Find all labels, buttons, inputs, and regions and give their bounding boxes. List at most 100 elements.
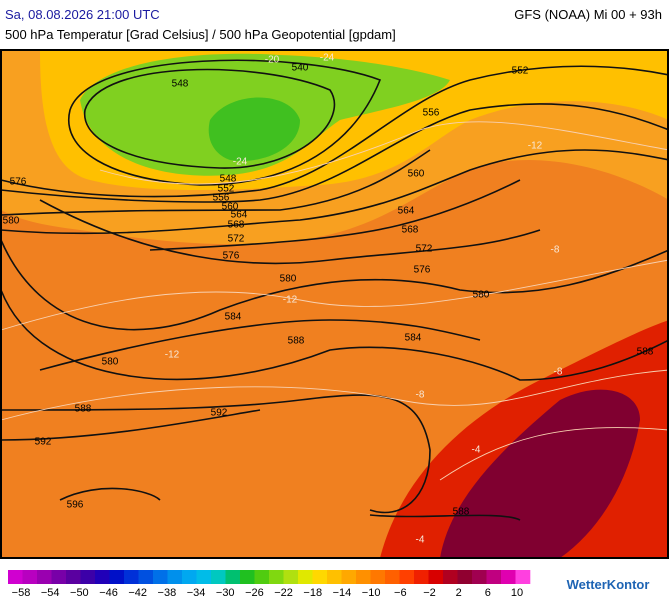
temperature-isotherms bbox=[0, 121, 669, 481]
legend-swatch bbox=[109, 570, 125, 584]
contour-label: 584 bbox=[225, 312, 242, 323]
contour-label: 556 bbox=[213, 193, 230, 204]
contour-label: 596 bbox=[67, 500, 84, 511]
contour-label: 588 bbox=[75, 404, 92, 415]
legend-label: −54 bbox=[41, 587, 60, 599]
legend-swatch bbox=[298, 570, 313, 584]
temperature-label: -12 bbox=[283, 295, 298, 306]
legend-label: −14 bbox=[333, 587, 352, 599]
contour-label: 564 bbox=[398, 206, 415, 217]
legend-swatch bbox=[37, 570, 52, 584]
map-frame bbox=[0, 49, 669, 559]
legend-label: −42 bbox=[128, 587, 147, 599]
temperature-label: -4 bbox=[416, 535, 425, 546]
contour-label: 592 bbox=[35, 437, 52, 448]
legend-swatch bbox=[443, 570, 458, 584]
legend-swatch bbox=[486, 570, 502, 584]
contour-label: 592 bbox=[211, 408, 228, 419]
contour-label: 576 bbox=[223, 251, 240, 262]
legend-swatch bbox=[182, 570, 197, 584]
legend-swatch bbox=[66, 570, 81, 584]
legend-swatch bbox=[80, 570, 96, 584]
contour-label: 548 bbox=[220, 174, 237, 185]
contour-label: 560 bbox=[222, 202, 239, 213]
legend-swatch bbox=[356, 570, 371, 584]
legend-label: −30 bbox=[216, 587, 235, 599]
legend-label: 2 bbox=[456, 587, 462, 599]
legend-label: −26 bbox=[245, 587, 264, 599]
legend-label: −10 bbox=[362, 587, 381, 599]
contour-label: 580 bbox=[473, 290, 490, 301]
legend-swatch bbox=[501, 570, 516, 584]
legend-label: −18 bbox=[303, 587, 322, 599]
temperature-label: -24 bbox=[233, 157, 248, 168]
contour-label: 588 bbox=[453, 507, 470, 518]
green-core bbox=[208, 97, 300, 161]
contour-label: 568 bbox=[228, 220, 245, 231]
contour-label: 580 bbox=[3, 216, 20, 227]
contour-label: 568 bbox=[402, 225, 419, 236]
legend-swatch bbox=[385, 570, 400, 584]
legend-label: −2 bbox=[423, 587, 436, 599]
legend-label: −58 bbox=[12, 587, 31, 599]
legend-label: −34 bbox=[187, 587, 206, 599]
legend-swatch bbox=[196, 570, 212, 584]
contour-label: 576 bbox=[10, 177, 27, 188]
legend-swatch bbox=[153, 570, 168, 584]
contour-label: 552 bbox=[218, 184, 235, 195]
temperature-label: -12 bbox=[528, 141, 543, 152]
temperature-label: -8 bbox=[416, 390, 425, 401]
contour-label: 580 bbox=[280, 274, 297, 285]
map bbox=[0, 49, 669, 559]
legend-swatch bbox=[240, 570, 255, 584]
legend-swatch bbox=[399, 570, 415, 584]
legend-swatch bbox=[124, 570, 139, 584]
temperature-label: -12 bbox=[165, 350, 180, 361]
map-subtitle: 500 hPa Temperatur [Grad Celsius] / 500 … bbox=[5, 27, 396, 42]
legend-swatch bbox=[138, 570, 154, 584]
contour-label: 552 bbox=[512, 66, 529, 77]
legend-swatch bbox=[22, 570, 38, 584]
contour-label: 572 bbox=[416, 244, 433, 255]
color-legend: −58 −54 −50 −46 −42 −38 −34 −30 −26 −22 −18 −14 −10−… bbox=[8, 570, 531, 599]
contour-label: 584 bbox=[405, 333, 422, 344]
temperature-label: -8 bbox=[551, 245, 560, 256]
legend-label: −38 bbox=[158, 587, 177, 599]
contour-label: 540 bbox=[292, 63, 309, 74]
contour-label: 588 bbox=[637, 347, 654, 358]
legend-swatch bbox=[457, 570, 473, 584]
legend-swatch bbox=[515, 570, 531, 584]
legend-label: 6 bbox=[485, 587, 491, 599]
legend-swatch bbox=[414, 570, 429, 584]
legend-swatch bbox=[225, 570, 241, 584]
legend-label: −46 bbox=[99, 587, 118, 599]
legend-label: −6 bbox=[394, 587, 407, 599]
contour-label: 572 bbox=[228, 234, 245, 245]
legend-swatch bbox=[472, 570, 487, 584]
legend-swatch bbox=[51, 570, 67, 584]
temperature-label: -8 bbox=[554, 367, 563, 378]
legend-swatch bbox=[95, 570, 110, 584]
legend-swatch bbox=[327, 570, 342, 584]
contour-label: 556 bbox=[423, 108, 440, 119]
legend-swatch bbox=[370, 570, 386, 584]
date-header: Sa, 08.08.2026 21:00 UTC bbox=[5, 7, 160, 22]
legend-swatch bbox=[211, 570, 226, 584]
contour-label: 560 bbox=[408, 169, 425, 180]
legend-swatch bbox=[428, 570, 444, 584]
contour-label: 548 bbox=[172, 79, 189, 90]
contour-label: 564 bbox=[231, 210, 248, 221]
legend-swatch bbox=[312, 570, 328, 584]
temperature-label: -4 bbox=[472, 445, 481, 456]
legend-label: 10 bbox=[511, 587, 523, 599]
temperature-label: -24 bbox=[320, 53, 335, 64]
legend-label: −50 bbox=[70, 587, 89, 599]
temperature-label: -20 bbox=[265, 55, 280, 66]
model-header: GFS (NOAA) Mi 00 + 93h bbox=[514, 7, 662, 22]
contour-label: 576 bbox=[414, 265, 431, 276]
legend-swatch bbox=[283, 570, 299, 584]
legend-swatch bbox=[341, 570, 357, 584]
legend-label: −22 bbox=[274, 587, 293, 599]
